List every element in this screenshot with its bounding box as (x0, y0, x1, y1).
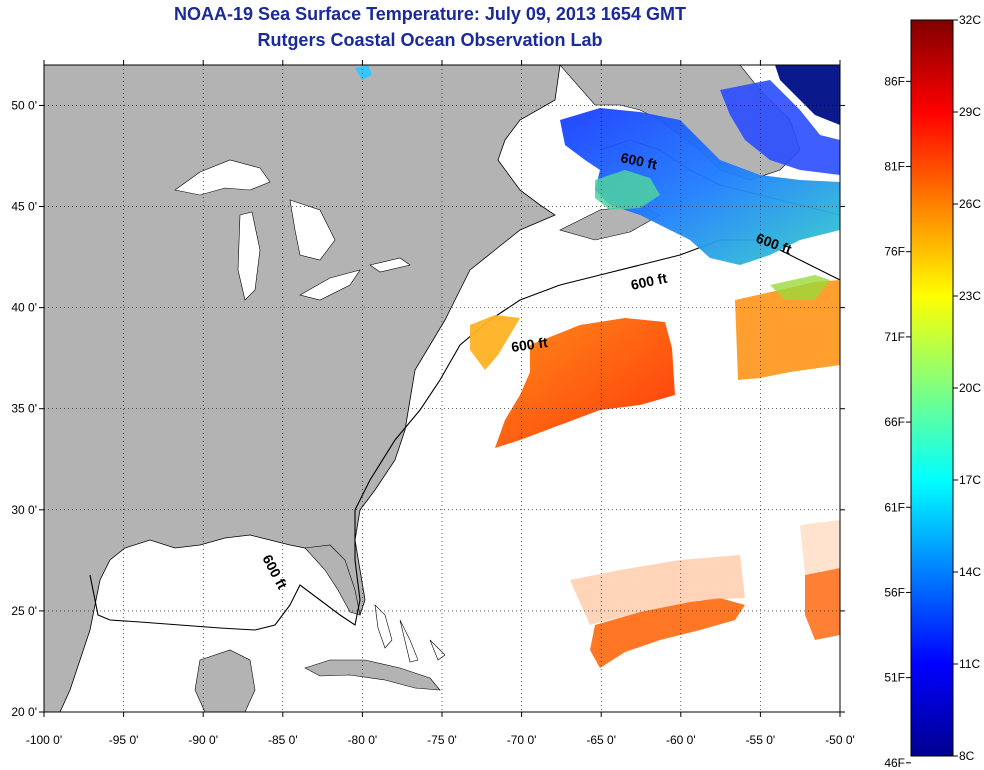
colorbar-label-fahrenheit: 76F (884, 245, 905, 259)
colorbar-label-celsius: 29C (959, 105, 981, 119)
lat-tick-label: 20 0' (11, 705, 37, 719)
lat-tick-label: 50 0' (11, 98, 37, 112)
lake-erie-ontario (299, 257, 411, 301)
colorbar-label-fahrenheit: 51F (884, 671, 905, 685)
lat-tick-label: 30 0' (11, 503, 37, 517)
colorbar-label-fahrenheit: 46F (884, 756, 905, 770)
land-cuba (304, 659, 441, 691)
lake-michigan-huron (237, 199, 336, 301)
colorbar-label-celsius: 23C (959, 289, 981, 303)
colorbar-label-fahrenheit: 61F (884, 500, 905, 514)
colorbar-label-celsius: 32C (959, 13, 981, 27)
lon-tick-label: -100 0' (26, 733, 62, 747)
sst-patch-greenland-sea (775, 65, 840, 125)
map-grid (44, 65, 840, 712)
colorbar (910, 19, 954, 757)
colorbar-ticks: 32C 29C 26C 23C 20C 17C 14C 11C 8C 86F 81F 76F 71F 66… (884, 13, 981, 770)
colorbar-label-fahrenheit: 71F (884, 330, 905, 344)
depth-contour-600ft (89, 239, 840, 631)
colorbar-label-celsius: 8C (959, 749, 975, 763)
sst-patch-sargasso-faint (570, 555, 745, 625)
sst-patch-far-east-south-faint (800, 520, 840, 575)
sst-patch-labrador (720, 80, 840, 175)
lon-tick-label: -75 0' (427, 733, 457, 747)
lon-tick-label: -80 0' (348, 733, 378, 747)
lon-tick-label: -85 0' (268, 733, 298, 747)
land-yucatan (194, 649, 256, 712)
colorbar-label-fahrenheit: 56F (884, 585, 905, 599)
contour-label: 600 ft (619, 149, 658, 172)
colorbar-label-celsius: 20C (959, 381, 981, 395)
sst-patch-east-offshore-green (770, 275, 830, 300)
sst-patch-small-north (355, 65, 372, 80)
lon-tick-label: -90 0' (188, 733, 218, 747)
colorbar-label-celsius: 14C (959, 565, 981, 579)
sst-patch-far-east-south (805, 568, 840, 640)
contour-label: 600 ft (510, 334, 549, 355)
colorbar-label-celsius: 17C (959, 473, 981, 487)
lon-tick-label: -60 0' (666, 733, 696, 747)
sst-patch-gulf-st-lawrence (560, 108, 840, 265)
map-title: NOAA-19 Sea Surface Temperature: July 09… (174, 4, 686, 24)
lon-tick-label: -65 0' (586, 733, 616, 747)
lat-tick-label: 45 0' (11, 200, 37, 214)
lake-superior (174, 159, 271, 196)
colorbar-label-celsius: 26C (959, 197, 981, 211)
colorbar-label-fahrenheit: 66F (884, 415, 905, 429)
map-axes: -100 0' -95 0' -90 0' -85 0' -80 0' -75 0' -70… (11, 60, 855, 747)
sst-patch-gulf-stream-1 (495, 318, 675, 448)
map-subtitle: Rutgers Coastal Ocean Observation Lab (257, 30, 603, 50)
lat-tick-label: 35 0' (11, 402, 37, 416)
contour-label: 600 ft (629, 270, 668, 293)
lat-tick-label: 25 0' (11, 604, 37, 618)
lon-tick-label: -55 0' (746, 733, 776, 747)
colorbar-label-fahrenheit: 81F (884, 160, 905, 174)
lon-tick-label: -95 0' (109, 733, 139, 747)
colorbar-label-celsius: 11C (959, 657, 980, 671)
sst-patch-mid-atlantic-shelf (470, 315, 520, 370)
lat-tick-label: 40 0' (11, 301, 37, 315)
sst-patch-east-offshore (735, 280, 840, 380)
lon-tick-label: -70 0' (507, 733, 537, 747)
sst-patch-gulf-of-maine (595, 170, 660, 210)
land-florida (304, 544, 361, 616)
lon-tick-label: -50 0' (825, 733, 855, 747)
land-bahamas (374, 604, 446, 663)
colorbar-label-fahrenheit: 86F (884, 74, 905, 88)
sst-patch-sargasso (590, 598, 745, 668)
